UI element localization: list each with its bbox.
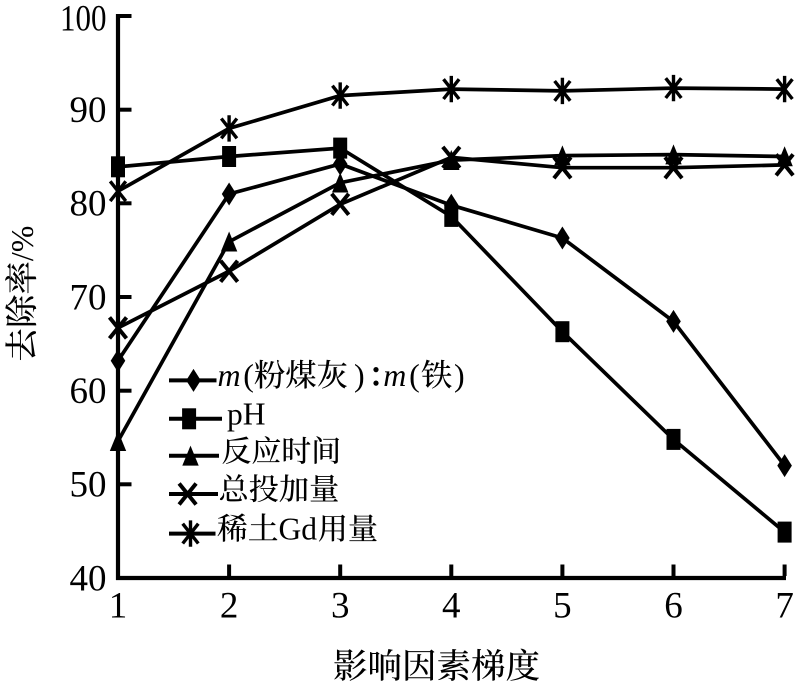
svg-text:Gd: Gd <box>279 511 318 546</box>
svg-text:7: 7 <box>775 586 794 627</box>
svg-text:1: 1 <box>109 586 128 627</box>
svg-text:m: m <box>383 357 406 393</box>
svg-text:50: 50 <box>70 465 107 506</box>
svg-text:(: ( <box>409 357 420 393</box>
svg-text:): ) <box>454 357 465 393</box>
svg-text:3: 3 <box>331 586 350 627</box>
svg-text:(: ( <box>243 357 254 393</box>
svg-text:pH: pH <box>227 397 266 432</box>
svg-text:100: 100 <box>60 0 107 40</box>
svg-text:60: 60 <box>70 371 107 412</box>
svg-text:): ) <box>354 357 365 393</box>
svg-text:80: 80 <box>70 184 107 225</box>
svg-text:90: 90 <box>70 90 107 131</box>
svg-text:70: 70 <box>70 277 107 318</box>
svg-text:5: 5 <box>553 586 572 627</box>
svg-text:6: 6 <box>664 586 683 627</box>
svg-text:/%: /% <box>4 226 40 262</box>
svg-text:2: 2 <box>220 586 239 627</box>
svg-text:m: m <box>218 357 241 393</box>
svg-text:4: 4 <box>442 586 461 627</box>
svg-text:40: 40 <box>70 558 107 599</box>
